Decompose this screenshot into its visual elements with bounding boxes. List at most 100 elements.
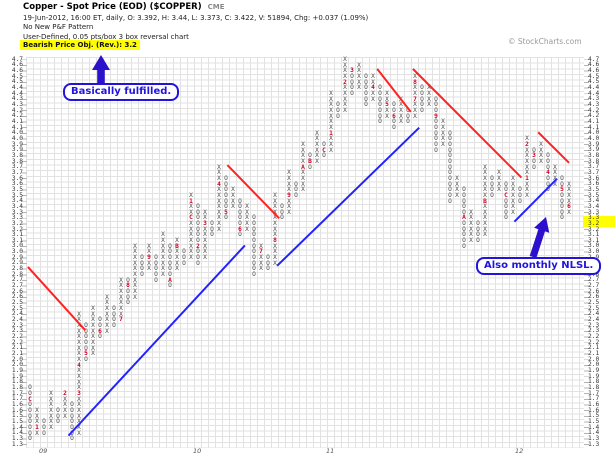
left-axis-label: 3.0 xyxy=(11,248,23,256)
pnf-box: X xyxy=(161,237,165,245)
month-marker: 7 xyxy=(413,95,417,103)
pnf-box: O xyxy=(546,152,550,160)
pnf-box: O xyxy=(476,225,480,233)
pnf-box: O xyxy=(224,191,228,199)
pnf-box: X xyxy=(77,333,81,341)
pnf-box: X xyxy=(91,310,95,318)
right-axis-label: 1.8 xyxy=(588,378,600,386)
pnf-box: X xyxy=(231,191,235,199)
left-axis-label: 4.4 xyxy=(11,84,23,91)
pnf-box: X xyxy=(91,305,95,313)
pnf-box: O xyxy=(308,152,312,160)
pnf-box: X xyxy=(539,140,543,148)
month-marker: C xyxy=(189,214,193,222)
pnf-box: X xyxy=(357,84,361,92)
pnf-box: X xyxy=(77,372,81,380)
pnf-box: O xyxy=(378,84,382,92)
pnf-box: X xyxy=(441,118,445,126)
left-axis-label: 3.2 xyxy=(11,225,23,233)
left-axis-label: 4.2 xyxy=(11,106,23,114)
pnf-box: X xyxy=(245,225,249,233)
pnf-box: X xyxy=(315,135,319,143)
pnf-box: X xyxy=(105,305,109,313)
pnf-box: X xyxy=(511,203,515,211)
pnf-box: O xyxy=(560,174,564,182)
right-axis-label: 3.0 xyxy=(588,248,600,256)
month-marker: B xyxy=(175,242,179,250)
pnf-box: O xyxy=(238,197,242,205)
pnf-box: O xyxy=(462,203,466,211)
pnf-box: X xyxy=(189,231,193,239)
pnf-box: X xyxy=(49,412,53,420)
right-axis-label: 3.4 xyxy=(588,197,600,205)
pnf-box: X xyxy=(203,242,207,250)
pnf-box: O xyxy=(252,231,256,239)
pnf-box: O xyxy=(196,237,200,245)
pnf-box: X xyxy=(329,140,333,148)
pnf-box: X xyxy=(175,254,179,262)
pnf-box: X xyxy=(147,259,151,267)
pnf-box: X xyxy=(147,242,151,250)
month-marker: C xyxy=(28,395,32,403)
pnf-box: O xyxy=(70,435,74,443)
pnf-box: O xyxy=(196,220,200,228)
pnf-box: X xyxy=(567,208,571,216)
pnf-box: X xyxy=(329,118,333,126)
month-marker: B xyxy=(483,197,487,205)
pnf-box: X xyxy=(427,89,431,97)
pnf-box: X xyxy=(77,316,81,324)
right-axis-label: 2.2 xyxy=(588,338,600,346)
pnf-box: O xyxy=(406,112,410,120)
pnf-box: X xyxy=(441,129,445,137)
pnf-box: X xyxy=(287,169,291,177)
pnf-box: X xyxy=(259,254,263,262)
pnf-box: O xyxy=(196,208,200,216)
pnf-box: X xyxy=(91,316,95,324)
pnf-box: O xyxy=(224,197,228,205)
pnf-box: O xyxy=(238,231,242,239)
pnf-box: X xyxy=(469,208,473,216)
pnf-box: O xyxy=(448,157,452,165)
pnf-box: X xyxy=(567,186,571,194)
pnf-box: X xyxy=(301,157,305,165)
right-axis-label: 2.7 xyxy=(588,276,600,284)
pnf-box: O xyxy=(252,265,256,273)
pnf-box: O xyxy=(448,140,452,148)
right-axis-label: 3.3 xyxy=(588,214,600,222)
pnf-box: X xyxy=(77,339,81,346)
pnf-box: O xyxy=(462,237,466,245)
pnf-box: O xyxy=(252,214,256,222)
pnf-box: O xyxy=(504,203,508,211)
pnf-box: X xyxy=(259,265,263,273)
pnf-box: X xyxy=(189,254,193,262)
left-axis-label: 3.5 xyxy=(11,185,23,193)
pnf-box: X xyxy=(203,248,207,256)
pnf-box: O xyxy=(364,72,368,80)
right-axis-label: 3.7 xyxy=(588,168,600,176)
pnf-box: O xyxy=(322,152,326,160)
pnf-box: O xyxy=(238,220,242,228)
pnf-box: X xyxy=(133,259,137,267)
pnf-box: O xyxy=(252,248,256,256)
pnf-box: O xyxy=(364,84,368,92)
month-marker: 2 xyxy=(525,140,529,148)
pnf-box: X xyxy=(343,61,347,69)
left-axis-label: 4.3 xyxy=(11,95,23,103)
pnf-box: O xyxy=(224,203,228,211)
pnf-box: O xyxy=(28,418,32,426)
pnf-box: X xyxy=(399,106,403,114)
month-marker: 5 xyxy=(385,101,389,109)
pnf-box: O xyxy=(490,191,494,199)
pnf-box: X xyxy=(329,123,333,131)
pnf-box: X xyxy=(273,191,277,199)
pnf-box: X xyxy=(301,186,305,194)
pnf-box: X xyxy=(343,89,347,97)
right-axis-label: 2.4 xyxy=(588,316,600,324)
pnf-box: X xyxy=(525,186,529,194)
pnf-box: O xyxy=(182,254,186,262)
pnf-box: O xyxy=(252,259,256,267)
pnf-box: O xyxy=(350,89,354,97)
pnf-box: O xyxy=(462,220,466,228)
left-axis-label: 1.7 xyxy=(11,389,23,397)
pnf-box: O xyxy=(28,412,32,420)
